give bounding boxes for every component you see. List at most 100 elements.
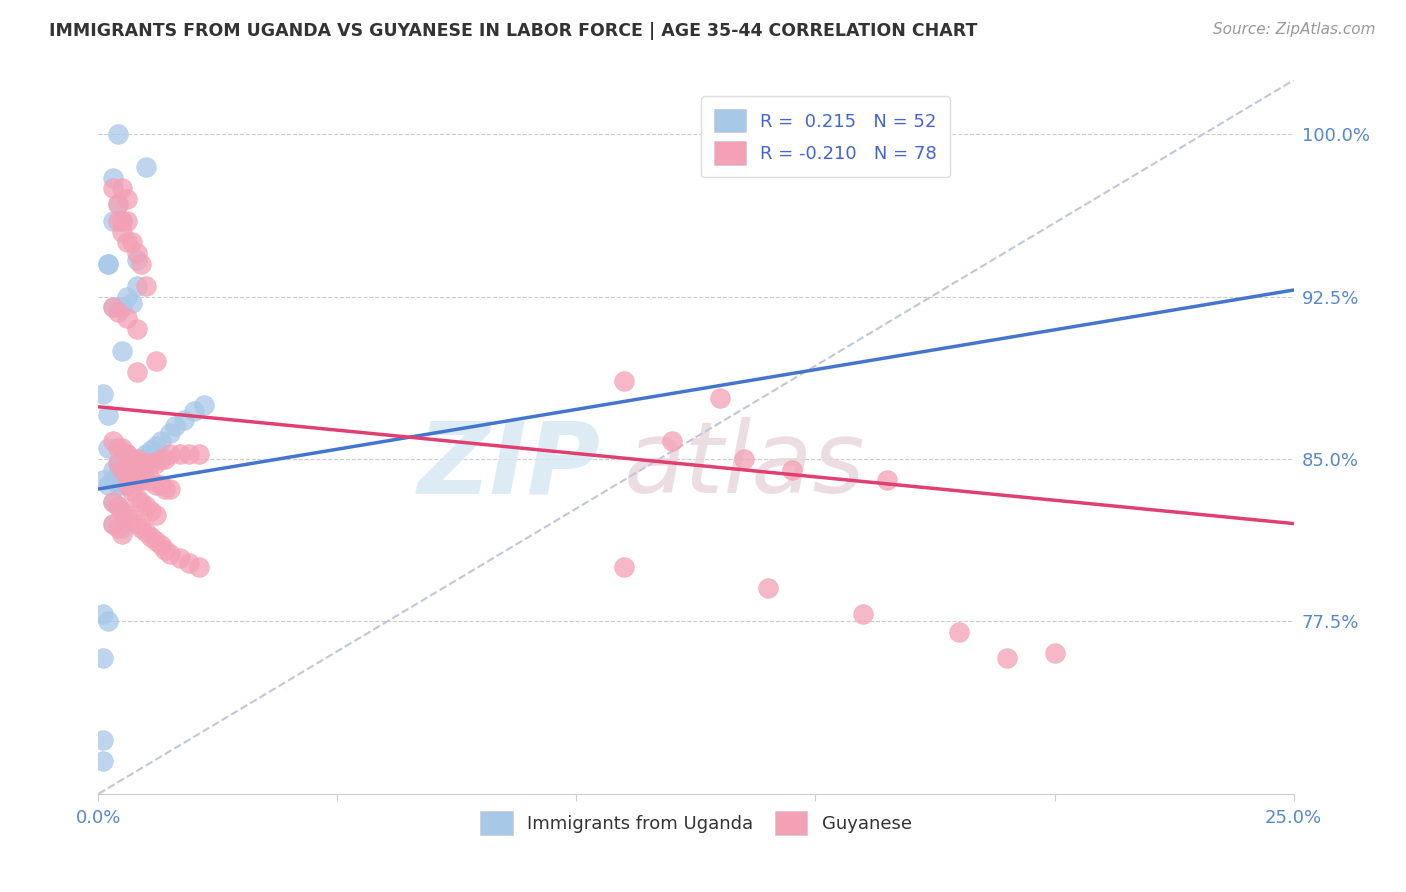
Point xyxy=(101,181,124,195)
Point xyxy=(107,196,129,211)
Point xyxy=(115,456,138,470)
Point xyxy=(121,484,143,499)
Point xyxy=(149,434,172,449)
Text: IMMIGRANTS FROM UGANDA VS GUYANESE IN LABOR FORCE | AGE 35-44 CORRELATION CHART: IMMIGRANTS FROM UGANDA VS GUYANESE IN LA… xyxy=(49,22,977,40)
Point xyxy=(149,538,172,552)
Point xyxy=(193,398,215,412)
Point xyxy=(107,456,129,470)
Point xyxy=(169,551,191,566)
Point xyxy=(179,556,201,570)
Point xyxy=(97,409,120,423)
Point xyxy=(131,257,153,271)
Text: ZIP: ZIP xyxy=(418,417,600,514)
Point xyxy=(131,473,153,487)
Point xyxy=(187,559,209,574)
Point xyxy=(91,755,114,769)
Point xyxy=(97,441,120,455)
Point xyxy=(97,477,120,491)
Point xyxy=(125,451,148,466)
Point xyxy=(125,465,148,479)
Point xyxy=(876,473,898,487)
Point xyxy=(115,447,138,461)
Point xyxy=(756,582,779,596)
Point xyxy=(121,235,143,250)
Point xyxy=(173,413,195,427)
Point xyxy=(115,192,138,206)
Point xyxy=(107,441,129,455)
Point xyxy=(115,467,138,481)
Point xyxy=(135,160,157,174)
Point xyxy=(101,516,124,531)
Point xyxy=(149,451,172,466)
Point xyxy=(107,500,129,514)
Point xyxy=(613,559,636,574)
Point xyxy=(155,451,177,466)
Point xyxy=(159,482,181,496)
Point xyxy=(111,181,134,195)
Point xyxy=(97,257,120,271)
Point xyxy=(111,521,134,535)
Point xyxy=(91,387,114,401)
Point xyxy=(101,462,124,476)
Point xyxy=(121,512,143,526)
Point xyxy=(107,500,129,514)
Point xyxy=(107,477,129,491)
Text: Source: ZipAtlas.com: Source: ZipAtlas.com xyxy=(1212,22,1375,37)
Point xyxy=(948,624,970,639)
Point xyxy=(139,451,162,466)
Point xyxy=(139,503,162,517)
Point xyxy=(111,462,134,476)
Point xyxy=(145,447,167,461)
Point xyxy=(125,252,148,267)
Point xyxy=(169,447,191,461)
Point xyxy=(101,170,124,185)
Point xyxy=(125,469,148,483)
Point xyxy=(131,460,153,475)
Point xyxy=(661,434,683,449)
Point xyxy=(131,451,153,466)
Point xyxy=(139,530,162,544)
Point xyxy=(111,477,134,491)
Point xyxy=(111,214,134,228)
Point xyxy=(125,322,148,336)
Point xyxy=(187,447,209,461)
Point xyxy=(101,473,124,487)
Point xyxy=(101,434,124,449)
Point xyxy=(155,542,177,557)
Point xyxy=(125,246,148,260)
Point xyxy=(145,533,167,548)
Point xyxy=(135,456,157,470)
Point xyxy=(1043,646,1066,660)
Point xyxy=(111,301,134,315)
Point xyxy=(111,451,134,466)
Point xyxy=(179,447,201,461)
Point xyxy=(139,473,162,487)
Point xyxy=(107,196,129,211)
Point xyxy=(613,374,636,388)
Point xyxy=(139,456,162,470)
Point xyxy=(107,521,129,535)
Point xyxy=(107,304,129,318)
Point xyxy=(709,391,731,405)
Point xyxy=(97,257,120,271)
Point xyxy=(121,469,143,483)
Point xyxy=(115,508,138,522)
Point xyxy=(145,508,167,522)
Point xyxy=(139,443,162,458)
Point xyxy=(111,225,134,239)
Text: atlas: atlas xyxy=(624,417,866,514)
Point xyxy=(125,456,148,470)
Legend: Immigrants from Uganda, Guyanese: Immigrants from Uganda, Guyanese xyxy=(470,801,922,846)
Point xyxy=(135,456,157,470)
Point xyxy=(159,447,181,461)
Point xyxy=(111,527,134,541)
Point xyxy=(159,547,181,561)
Point xyxy=(159,425,181,440)
Point xyxy=(145,456,167,470)
Point xyxy=(111,343,134,358)
Point xyxy=(115,473,138,487)
Point xyxy=(111,460,134,475)
Point xyxy=(101,301,124,315)
Point xyxy=(107,467,129,481)
Point xyxy=(131,521,153,535)
